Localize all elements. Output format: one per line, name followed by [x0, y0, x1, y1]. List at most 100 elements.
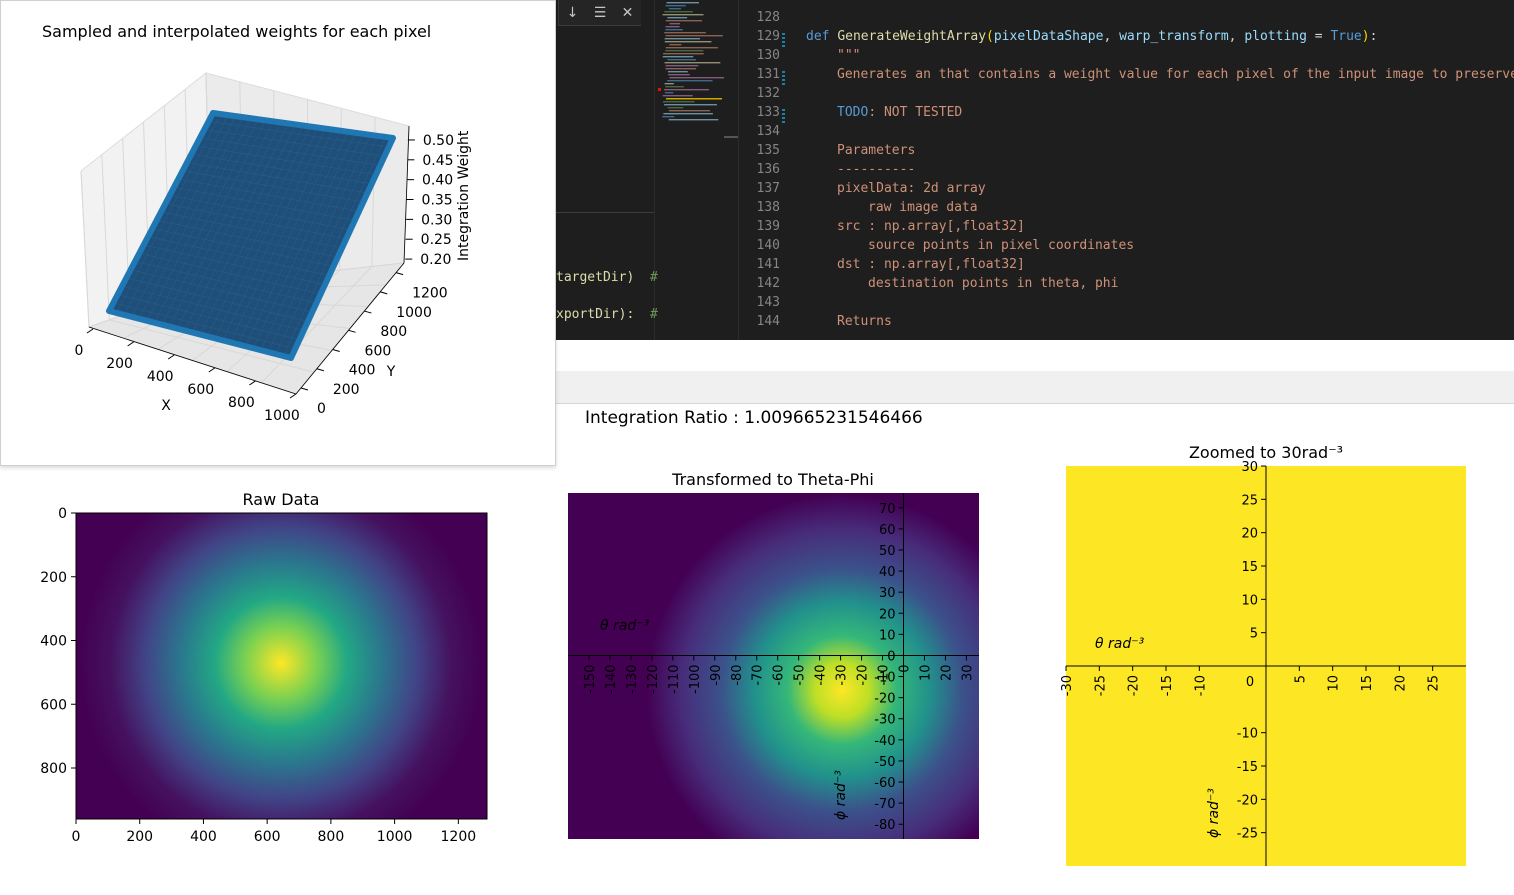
code-line-144: Returns: [837, 314, 892, 329]
x-tick: [208, 367, 216, 373]
surface-plot-3d: Sampled and interpolated weights for eac…: [42, 22, 472, 424]
minimap-line: [663, 53, 704, 55]
phi-tick-label: -80: [874, 818, 895, 833]
y-tick: [332, 349, 340, 353]
code-line-142: destination points in theta, phi: [868, 276, 1119, 291]
theta-tick-label: -50: [793, 664, 808, 685]
phi-tick-label: 10: [879, 628, 896, 643]
line-number: 137: [756, 181, 780, 196]
scrollbar-thumb[interactable]: [724, 136, 738, 138]
zoomed-theta-label: θ rad⁻³: [1095, 636, 1145, 652]
theta-tick-label: -80: [730, 664, 745, 685]
zoomed-theta-tick-label: 20: [1393, 675, 1408, 692]
y-tick-label: 0: [317, 401, 326, 417]
line-number: 142: [756, 276, 780, 291]
line-number: 144: [756, 314, 780, 329]
theta-tick-label: -110: [667, 664, 682, 694]
arrow-down-icon[interactable]: ↓: [566, 4, 579, 21]
theta-tick-label: -30: [835, 664, 850, 685]
z-tick-label: 0.25: [421, 232, 452, 248]
left-code-line: targetDir) #: [556, 270, 658, 285]
minimap-line: [667, 17, 688, 19]
line-number: 133: [756, 105, 780, 120]
scrollbar[interactable]: [724, 0, 739, 340]
minimap[interactable]: [658, 0, 724, 130]
minimap-line: [665, 29, 683, 31]
pane-divider: [556, 212, 654, 213]
line-number: 128: [756, 10, 780, 25]
zoomed-theta-tick-label: -20: [1127, 675, 1142, 696]
zoomed-theta-tick-label: -15: [1160, 675, 1175, 696]
integration-ratio-text: Integration Ratio : 1.009665231546466: [585, 408, 923, 428]
theta-tick-label: -100: [688, 664, 703, 694]
code-editor[interactable]: ↓ ☰ ✕ targetDir) # xportDir): # 128 129 13…: [556, 0, 1514, 340]
surface-mesh-line: [268, 134, 371, 353]
theta-tick-label: -120: [646, 664, 661, 694]
zoomed-phi-tick-label: 25: [1241, 493, 1258, 508]
x-tick-label: 800: [228, 395, 255, 411]
phi-tick-label: -20: [874, 692, 895, 707]
x-tick-label: 1200: [441, 829, 477, 845]
zoomed-phi-tick-label: 10: [1241, 593, 1258, 608]
minimap-line: [665, 35, 723, 37]
x-tick-label: 400: [190, 829, 217, 845]
phi-tick-label: 60: [879, 523, 896, 538]
minimap-line: [667, 107, 684, 109]
z-tick-label: 0.45: [422, 153, 453, 169]
minimap-line: [662, 95, 693, 97]
minimap-highlight: [666, 98, 722, 100]
z-tick-label: 0.30: [421, 212, 452, 228]
theta-tick-label: 30: [960, 664, 975, 681]
x-tick-label: 600: [187, 382, 214, 398]
modified-line-marker: [782, 31, 785, 47]
y-tick-label: 200: [333, 382, 360, 398]
x-tick-label: 800: [318, 829, 345, 845]
minimap-line: [664, 89, 709, 91]
line-number: 139: [756, 219, 780, 234]
zoomed-phi-tick-label: -25: [1237, 827, 1258, 842]
z-axis-line: [403, 125, 410, 264]
modified-line-marker: [782, 69, 785, 85]
y-tick-label: 400: [349, 363, 376, 379]
modified-line-marker: [782, 107, 785, 123]
selection-lines-icon[interactable]: ☰: [593, 4, 607, 21]
x-tick: [167, 354, 175, 360]
surface-plot-title: Sampled and interpolated weights for eac…: [42, 22, 431, 41]
minimap-line: [664, 38, 700, 40]
grid-line: [80, 170, 90, 328]
code-line-138: raw image data: [868, 200, 978, 215]
phi-tick-label: -40: [874, 734, 895, 749]
minimap-line: [664, 11, 693, 13]
theta-axis-label: θ rad⁻³: [600, 618, 650, 634]
zoomed-theta-tick-label: 15: [1360, 675, 1375, 692]
z-axis-label: Integration Weight: [456, 130, 472, 261]
close-icon[interactable]: ✕: [621, 4, 634, 21]
minimap-line: [662, 14, 704, 16]
phi-tick-label: -60: [874, 776, 895, 791]
theta-phi-heatmap: [568, 493, 979, 839]
minimap-line: [665, 47, 718, 49]
zoomed-phi-label: ϕ rad⁻³: [1206, 788, 1222, 838]
minimap-line: [663, 113, 713, 115]
theta-tick-label: -90: [709, 664, 724, 685]
phi-tick-label: 0: [887, 649, 895, 664]
y-tick-label: 800: [40, 761, 67, 777]
minimap-line: [663, 101, 695, 103]
x-tick-label: 0: [75, 343, 84, 359]
code-area[interactable]: def GenerateWeightArray(pixelDataShape, …: [806, 0, 1514, 329]
theta-tick-label: -70: [751, 664, 766, 685]
figure-window-3d[interactable]: Sampled and interpolated weights for eac…: [0, 0, 556, 466]
theta-phi-title: Transformed to Theta-Phi: [671, 470, 874, 489]
find-widget: ↓ ☰ ✕: [558, 0, 641, 26]
x-tick: [127, 341, 134, 347]
x-tick-label: 200: [106, 356, 133, 372]
line-number: 135: [756, 143, 780, 158]
theta-tick-label: -60: [772, 664, 787, 685]
y-tick: [348, 329, 356, 333]
zoomed-plot: Zoomed to 30rad⁻³ -30 -25 -20 -15 -10 0 5 10 15 2…: [1060, 443, 1466, 866]
phi-axis-label: ϕ rad⁻³: [833, 770, 849, 820]
minimap-line: [662, 116, 675, 118]
secondary-editor-pane[interactable]: ↓ ☰ ✕ targetDir) # xportDir): #: [556, 0, 658, 340]
line-number-gutter: 128 129 130 131 132 133 134 135 136 137 138 139 140 1…: [738, 0, 788, 340]
